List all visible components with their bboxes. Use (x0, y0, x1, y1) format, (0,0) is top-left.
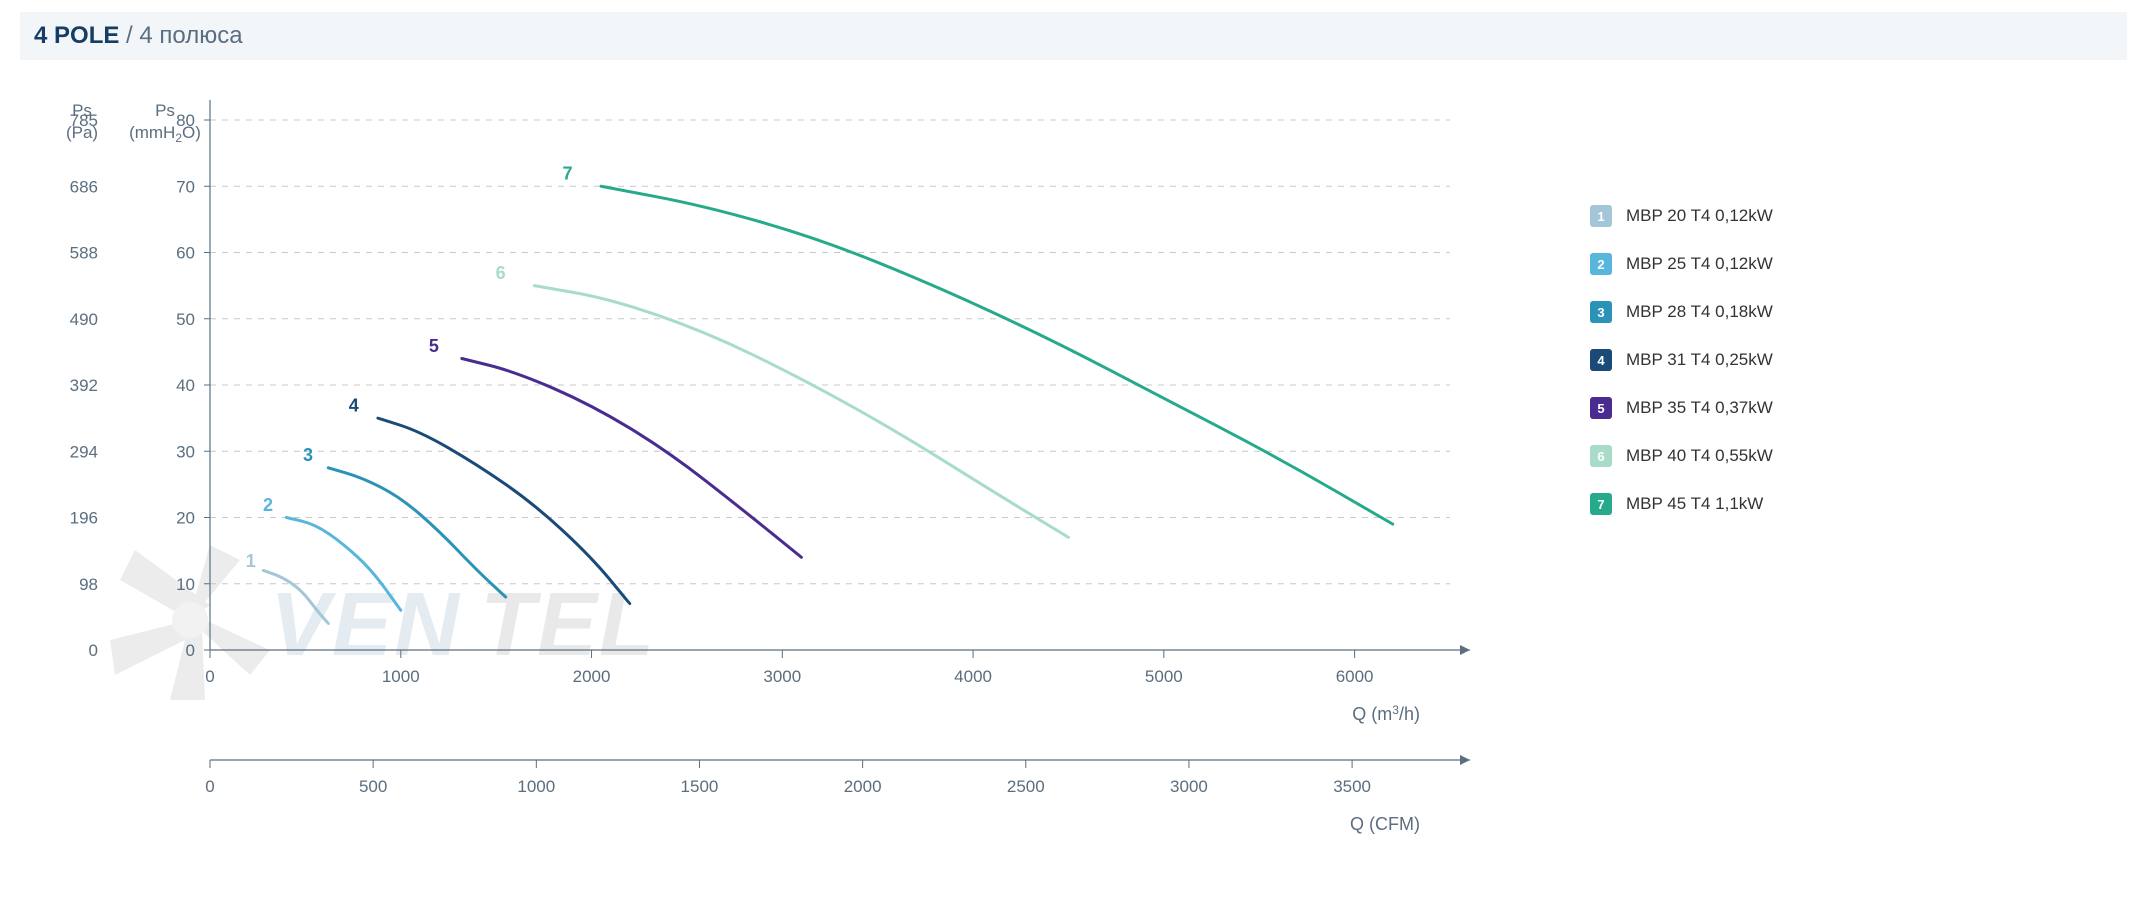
legend-badge-5: 5 (1590, 397, 1612, 419)
svg-text:30: 30 (176, 442, 195, 461)
curve-6 (534, 286, 1068, 538)
svg-text:2500: 2500 (1007, 777, 1045, 796)
svg-text:294: 294 (70, 442, 98, 461)
legend-item-7: 7 MBP 45 T4 1,1kW (1590, 493, 1840, 515)
svg-text:3000: 3000 (1170, 777, 1208, 796)
svg-text:2000: 2000 (844, 777, 882, 796)
svg-text:50: 50 (176, 310, 195, 329)
svg-text:2000: 2000 (573, 667, 611, 686)
svg-text:0: 0 (205, 777, 214, 796)
legend-item-4: 4 MBP 31 T4 0,25kW (1590, 349, 1840, 371)
svg-text:1000: 1000 (382, 667, 420, 686)
curve-1 (263, 571, 328, 624)
svg-text:Q (CFM): Q (CFM) (1350, 814, 1420, 834)
svg-text:0: 0 (205, 667, 214, 686)
svg-text:0: 0 (89, 641, 98, 660)
svg-text:785: 785 (70, 111, 98, 130)
svg-text:5000: 5000 (1145, 667, 1183, 686)
svg-text:6: 6 (496, 263, 506, 283)
legend-badge-6: 6 (1590, 445, 1612, 467)
svg-text:2: 2 (263, 495, 273, 515)
svg-text:7: 7 (562, 164, 572, 184)
svg-text:3500: 3500 (1333, 777, 1371, 796)
legend-item-2: 2 MBP 25 T4 0,12kW (1590, 253, 1840, 275)
svg-text:392: 392 (70, 376, 98, 395)
legend-item-6: 6 MBP 40 T4 0,55kW (1590, 445, 1840, 467)
title-bar: 4 POLE / 4 полюса (20, 12, 2127, 60)
legend-badge-4: 4 (1590, 349, 1612, 371)
svg-text:4000: 4000 (954, 667, 992, 686)
svg-text:0: 0 (186, 641, 195, 660)
legend-badge-2: 2 (1590, 253, 1612, 275)
legend-badge-7: 7 (1590, 493, 1612, 515)
svg-text:196: 196 (70, 509, 98, 528)
svg-text:3: 3 (303, 445, 313, 465)
svg-text:Ps: Ps (155, 101, 175, 120)
svg-text:20: 20 (176, 509, 195, 528)
legend: 1 MBP 20 T4 0,12kW 2 MBP 25 T4 0,12kW 3 MBP 2… (1590, 205, 1840, 541)
legend-label-5: MBP 35 T4 0,37kW (1626, 398, 1773, 418)
svg-text:70: 70 (176, 177, 195, 196)
svg-text:80: 80 (176, 111, 195, 130)
svg-text:Q (m3/h): Q (m3/h) (1352, 703, 1420, 724)
curve-7 (601, 186, 1393, 524)
svg-text:5: 5 (429, 336, 439, 356)
svg-text:98: 98 (79, 575, 98, 594)
svg-text:60: 60 (176, 244, 195, 263)
legend-item-5: 5 MBP 35 T4 0,37kW (1590, 397, 1840, 419)
svg-text:490: 490 (70, 310, 98, 329)
title-bold: 4 POLE (34, 22, 119, 49)
svg-text:40: 40 (176, 376, 195, 395)
svg-text:1500: 1500 (681, 777, 719, 796)
svg-text:3000: 3000 (763, 667, 801, 686)
legend-item-1: 1 MBP 20 T4 0,12kW (1590, 205, 1840, 227)
legend-label-3: MBP 28 T4 0,18kW (1626, 302, 1773, 322)
svg-text:1: 1 (246, 551, 256, 571)
svg-text:10: 10 (176, 575, 195, 594)
legend-badge-3: 3 (1590, 301, 1612, 323)
legend-label-2: MBP 25 T4 0,12kW (1626, 254, 1773, 274)
legend-item-3: 3 MBP 28 T4 0,18kW (1590, 301, 1840, 323)
title-light: / 4 полюса (119, 22, 242, 49)
chart-area: VEN TEL Ps(Pa)098196294392490588686785Ps… (20, 70, 1870, 830)
svg-text:588: 588 (70, 244, 98, 263)
legend-badge-1: 1 (1590, 205, 1612, 227)
legend-label-1: MBP 20 T4 0,12kW (1626, 206, 1773, 226)
curve-3 (328, 468, 505, 597)
curve-2 (286, 518, 400, 611)
svg-text:500: 500 (359, 777, 387, 796)
svg-text:6000: 6000 (1336, 667, 1374, 686)
svg-text:686: 686 (70, 177, 98, 196)
svg-text:1000: 1000 (517, 777, 555, 796)
curve-5 (462, 359, 802, 558)
legend-label-6: MBP 40 T4 0,55kW (1626, 446, 1773, 466)
legend-label-4: MBP 31 T4 0,25kW (1626, 350, 1773, 370)
svg-text:4: 4 (349, 396, 359, 416)
legend-label-7: MBP 45 T4 1,1kW (1626, 494, 1763, 514)
